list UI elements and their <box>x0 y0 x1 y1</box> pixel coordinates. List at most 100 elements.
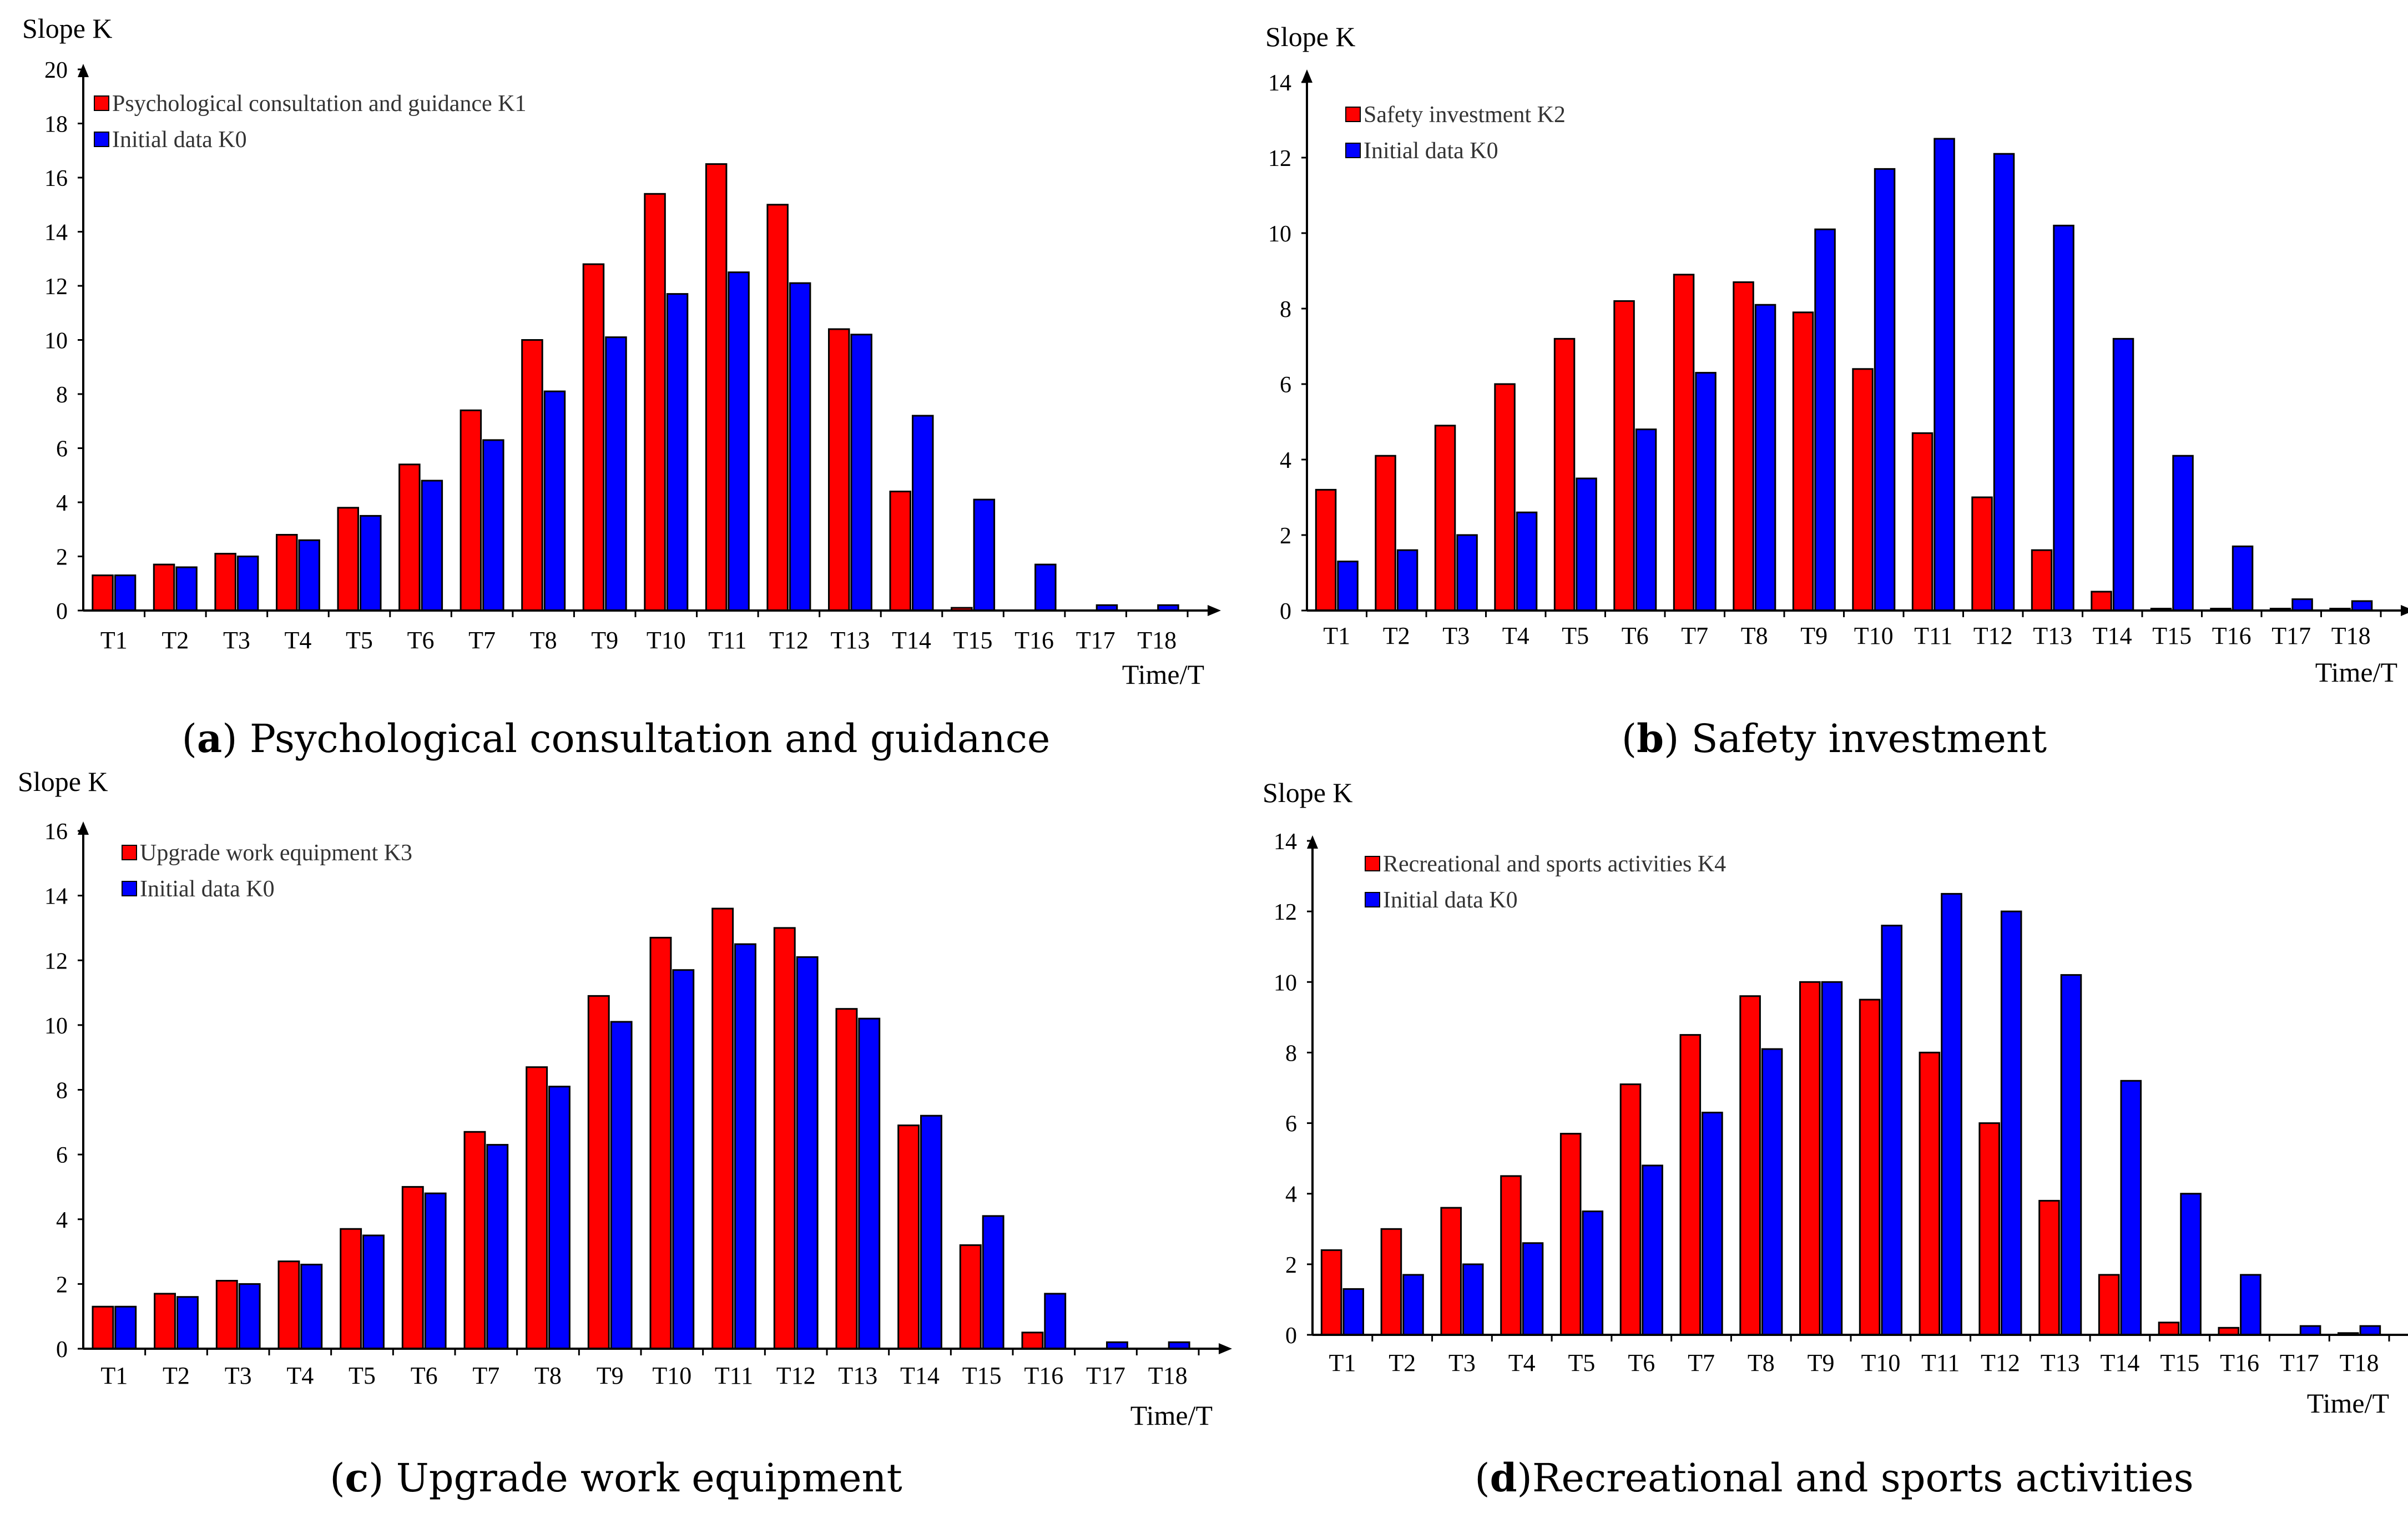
y-tick-label: 4 <box>1280 448 1291 473</box>
legend-swatch <box>94 95 109 111</box>
chart-panel-b: Slope K 0 2 4 6 8 10 12 14 T1 T2 T3 T4 T5 T6 T7 T8 T9 T10 T… <box>1265 21 2408 761</box>
y-tick-label: 8 <box>1285 1041 1297 1066</box>
x-tick-label: T3 <box>1448 1349 1476 1376</box>
bar-k0-T17 <box>2299 1325 2321 1336</box>
y-axis-label: Slope K <box>1265 21 1356 52</box>
bar-k0-T7 <box>1695 372 1717 612</box>
x-tick-label: T13 <box>2041 1349 2080 1376</box>
x-tick-label: T13 <box>838 1362 877 1389</box>
bar-k-T6 <box>1613 300 1635 612</box>
y-tick-label: 10 <box>44 329 68 354</box>
x-tick-label: T3 <box>225 1362 252 1389</box>
bar-k-T16 <box>1021 1332 1044 1350</box>
x-tick-label: T2 <box>1383 622 1410 649</box>
bar-k0-T11 <box>1941 892 1962 1336</box>
bar-k-T13 <box>828 328 850 612</box>
x-tick-label: T17 <box>1076 627 1115 654</box>
x-tick-label: T14 <box>2093 622 2132 649</box>
caption-text: )Recreational and sports activities <box>1517 1455 2194 1501</box>
x-tick-label: T7 <box>468 627 496 654</box>
x-tick-label: T10 <box>1854 622 1894 649</box>
bar-k0-T15 <box>2172 455 2194 612</box>
bar-k0-T14 <box>2120 1080 2142 1336</box>
y-tick-label: 0 <box>1280 599 1291 624</box>
y-axis-arrow <box>1301 69 1312 83</box>
bar-k0-T10 <box>666 293 689 612</box>
y-tick-label: 4 <box>56 1208 68 1233</box>
bar-k-T13 <box>2031 549 2053 612</box>
bar-k-T5 <box>1553 337 1576 612</box>
y-tick-label: 6 <box>56 1143 68 1168</box>
bar-k-T5 <box>340 1228 362 1350</box>
bar-k-T3 <box>1440 1207 1462 1336</box>
y-axis-label: Slope K <box>22 13 113 44</box>
x-tick-label: T11 <box>1914 622 1952 649</box>
y-tick-label: 10 <box>44 1013 68 1039</box>
bar-k0-T8 <box>543 390 566 612</box>
panel-caption: (b) Safety investment <box>1622 715 2047 761</box>
bar-k-T9 <box>582 263 605 612</box>
bar-k-T14 <box>889 491 911 612</box>
x-tick-label: T6 <box>1622 622 1649 649</box>
y-tick-label: 8 <box>56 1078 68 1104</box>
bar-k-T12 <box>766 204 789 612</box>
legend-label: Initial data K0 <box>1364 138 1498 164</box>
x-axis-arrow <box>2401 605 2408 616</box>
x-tick-label: T18 <box>2331 622 2371 649</box>
caption-text: ) Safety investment <box>1664 716 2047 761</box>
x-tick-label: T17 <box>2280 1349 2319 1376</box>
panel-caption: (a) Psychological consultation and guida… <box>182 715 1051 761</box>
bar-k0-T12 <box>796 956 819 1350</box>
x-tick-label: T5 <box>1568 1349 1596 1376</box>
bar-k0-T4 <box>1522 1242 1544 1336</box>
bar-k0-T7 <box>482 439 504 612</box>
x-tick-label: T7 <box>1681 622 1708 649</box>
bar-k-T10 <box>1859 998 1881 1336</box>
bar-k-T4 <box>1500 1175 1522 1336</box>
x-tick-label: T8 <box>530 627 557 654</box>
caption-text: ) Psychological consultation and guidanc… <box>222 716 1050 761</box>
bar-k0-T18 <box>2359 1325 2381 1336</box>
bar-k0-T8 <box>1761 1048 1783 1336</box>
legend-swatch <box>1345 107 1361 122</box>
bar-k0-T7 <box>486 1144 509 1350</box>
y-axis-arrow <box>1307 835 1318 849</box>
x-axis-label: Time/T <box>2315 657 2397 688</box>
bar-k0-T16 <box>2240 1274 2261 1336</box>
bar-k0-T13 <box>850 334 872 612</box>
bar-k-T7 <box>460 409 482 612</box>
bar-k-T8 <box>521 339 543 612</box>
x-tick-label: T11 <box>708 627 746 654</box>
bar-k0-T3 <box>1456 534 1478 612</box>
legend-swatch <box>122 845 137 860</box>
bar-k-T8 <box>1739 995 1761 1336</box>
x-tick-label: T5 <box>346 627 373 654</box>
y-tick-label: 8 <box>56 382 68 408</box>
y-tick-label: 6 <box>56 437 68 462</box>
bar-k0-T9 <box>610 1021 633 1350</box>
bar-k0-T12 <box>2000 910 2022 1336</box>
bar-k0-T5 <box>360 515 382 612</box>
bar-k-T1 <box>92 1305 114 1350</box>
x-axis-label: Time/T <box>1130 1400 1213 1431</box>
x-tick-label: T2 <box>161 627 189 654</box>
y-tick-label: 18 <box>44 112 68 138</box>
x-tick-label: T11 <box>715 1362 753 1389</box>
bar-k0-T10 <box>1881 925 1902 1336</box>
y-tick-label: 0 <box>1285 1323 1297 1349</box>
y-tick-label: 12 <box>1268 146 1291 172</box>
bar-k-T1 <box>92 574 114 612</box>
y-tick-label: 16 <box>44 819 68 845</box>
bar-k0-T5 <box>362 1234 385 1350</box>
x-tick-label: T4 <box>284 627 311 654</box>
y-tick-label: 0 <box>56 1337 68 1363</box>
legend-swatch <box>122 881 137 896</box>
bar-k-T9 <box>587 995 610 1350</box>
x-tick-label: T15 <box>2152 622 2192 649</box>
bar-k-T2 <box>153 563 175 612</box>
x-tick-label: T16 <box>2212 622 2251 649</box>
bar-k-T2 <box>154 1293 176 1350</box>
y-tick-label: 6 <box>1280 372 1291 398</box>
y-tick-label: 14 <box>44 884 68 910</box>
